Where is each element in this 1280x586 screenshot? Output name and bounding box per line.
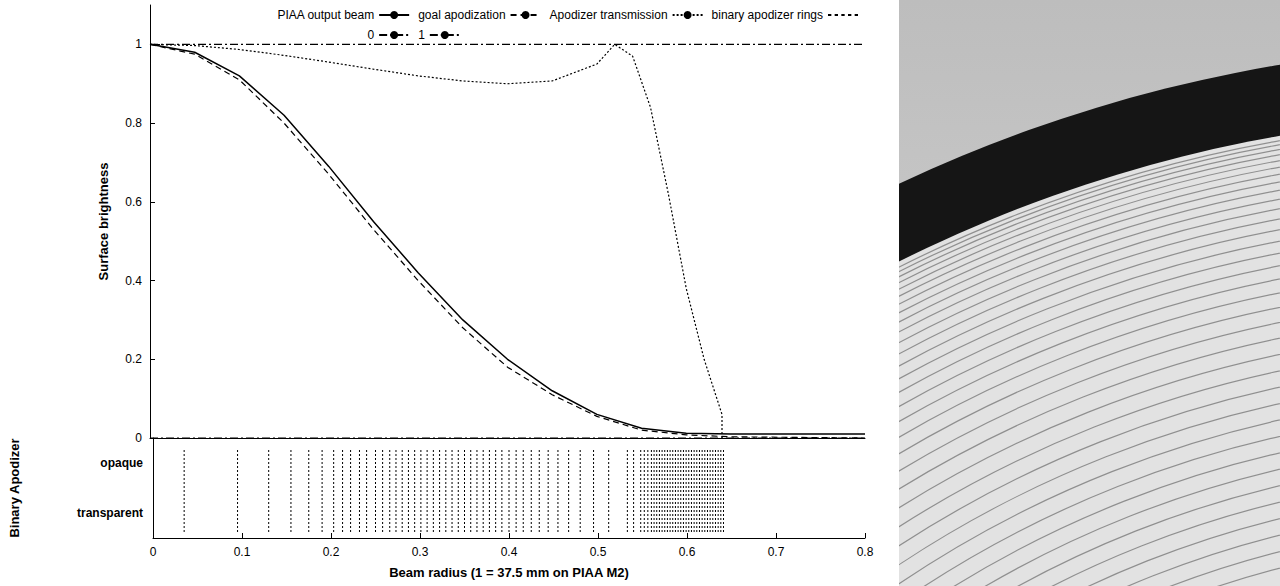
- svg-text:PIAA output beam: PIAA output beam: [277, 8, 374, 22]
- svg-text:Apodizer transmission: Apodizer transmission: [550, 8, 668, 22]
- svg-text:0.3: 0.3: [412, 545, 429, 559]
- svg-text:0.6: 0.6: [125, 195, 142, 209]
- svg-text:0.4: 0.4: [125, 274, 142, 288]
- svg-text:opaque: opaque: [100, 456, 143, 470]
- svg-text:0: 0: [135, 431, 142, 445]
- svg-text:0.5: 0.5: [590, 545, 607, 559]
- svg-text:0.6: 0.6: [679, 545, 696, 559]
- svg-text:0.1: 0.1: [234, 545, 251, 559]
- svg-text:0.4: 0.4: [501, 545, 518, 559]
- svg-text:0.7: 0.7: [768, 545, 785, 559]
- svg-text:0: 0: [367, 28, 374, 42]
- svg-text:0.2: 0.2: [323, 545, 340, 559]
- svg-text:0.8: 0.8: [857, 545, 874, 559]
- svg-text:Beam radius (1 = 37.5 mm on PI: Beam radius (1 = 37.5 mm on PIAA M2): [389, 565, 629, 580]
- svg-text:0.8: 0.8: [125, 116, 142, 130]
- svg-text:goal apodization: goal apodization: [418, 8, 505, 22]
- svg-text:1: 1: [418, 28, 425, 42]
- svg-text:1: 1: [135, 37, 142, 51]
- svg-text:transparent: transparent: [77, 506, 143, 520]
- svg-text:Binary Apodizer: Binary Apodizer: [7, 438, 22, 537]
- svg-text:binary apodizer rings: binary apodizer rings: [712, 8, 823, 22]
- svg-text:0.2: 0.2: [125, 352, 142, 366]
- svg-text:Surface brightness: Surface brightness: [96, 163, 111, 281]
- svg-text:0: 0: [150, 545, 157, 559]
